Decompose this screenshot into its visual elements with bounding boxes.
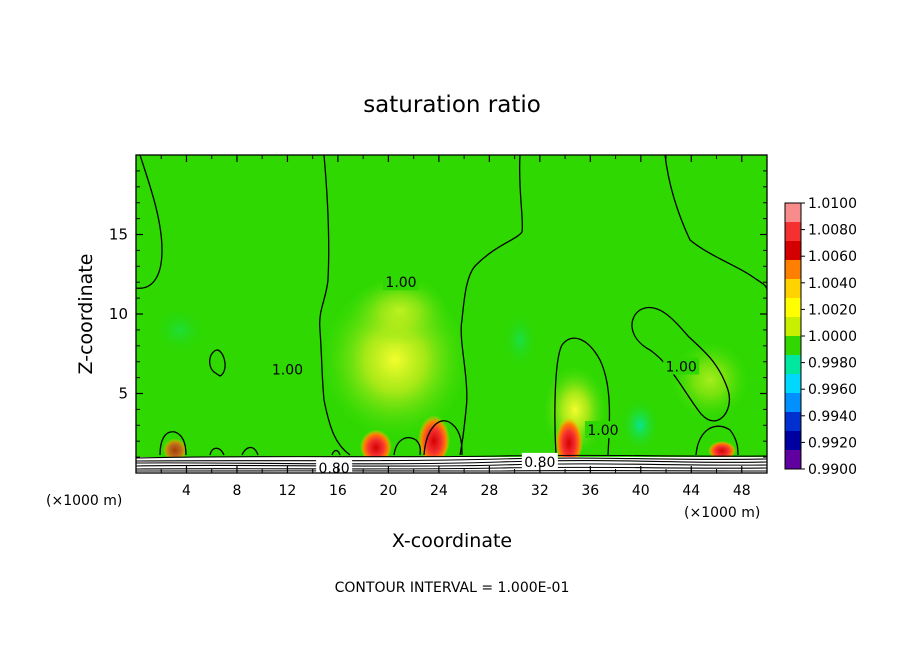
moist-patch (670, 340, 750, 420)
contour-label: 1.00 (383, 273, 420, 291)
x-tick-label: 44 (682, 483, 700, 499)
y-tick-label: 15 (109, 226, 128, 244)
colorbar-label: 0.9900 (808, 462, 857, 478)
contour-label: 1.00 (663, 357, 700, 375)
dry-patch (502, 310, 538, 370)
x-tick-label: 20 (379, 483, 397, 499)
contour-label-text: 1.00 (385, 275, 416, 291)
colorbar-swatch (785, 355, 801, 375)
colorbar-swatch (785, 431, 801, 451)
x-tick-label: 8 (232, 483, 241, 499)
surface-contours (136, 454, 767, 472)
colorbar-swatch (785, 336, 801, 356)
colorbar-label: 1.0100 (808, 196, 857, 212)
x-tick-label: 24 (430, 483, 448, 499)
x-unit-left: (×1000 m) (46, 493, 122, 509)
contour-label-text: 0.80 (319, 461, 350, 477)
x-axis-label: X-coordinate (392, 530, 512, 552)
colorbar-swatch (785, 317, 801, 337)
colorbar-label: 1.0060 (808, 249, 857, 265)
x-tick-label: 28 (480, 483, 498, 499)
contour-label-text: 0.80 (524, 455, 555, 471)
dry-patch (620, 397, 660, 453)
contour-label-bg (383, 273, 420, 291)
colorbar-swatch (785, 241, 801, 261)
hot-spot (708, 439, 736, 459)
x-tick-label: 36 (581, 483, 599, 499)
x-tick-label: 32 (531, 483, 549, 499)
colorbar-label: 1.0040 (808, 276, 857, 292)
colorbar-swatch (785, 279, 801, 299)
colorbar-swatch (785, 222, 801, 242)
x-axis: 4 8 12 16 20 24 28 32 36 40 44 48 (160, 155, 751, 499)
colorbar-label: 0.9940 (808, 409, 857, 425)
contour-label-bg (584, 421, 621, 439)
colorbar-label: 1.0020 (808, 302, 857, 318)
hot-spot (555, 412, 583, 464)
colorbar-label: 0.9960 (808, 382, 857, 398)
contour-lines-1.00 (136, 155, 767, 456)
contour-label-bg (521, 452, 558, 470)
moist-plume-upper (350, 275, 450, 345)
hot-spot (418, 410, 450, 462)
y-axis: 5 10 15 (109, 170, 767, 458)
x-tick-label: 4 (182, 483, 191, 499)
chart-title: saturation ratio (363, 92, 541, 118)
contour-label-bg (316, 459, 353, 477)
y-axis-label: Z-coordinate (75, 254, 97, 375)
contour-label-bg (663, 357, 700, 375)
colorbar-swatch (785, 393, 801, 413)
contour-label: 1.00 (269, 360, 306, 379)
colorbar-swatch (785, 203, 801, 223)
contour-label: 0.80 (316, 459, 353, 477)
contour-label-text: 1.00 (666, 359, 697, 375)
colorbar-label: 1.0000 (808, 329, 857, 345)
colorbar-label: 1.0080 (808, 223, 857, 239)
y-tick-label: 5 (118, 385, 128, 403)
x-tick-label: 12 (279, 483, 297, 499)
x-tick-label: 16 (329, 483, 347, 499)
hot-spot (163, 436, 187, 460)
contour-labels: 1.00 1.00 1.00 1.00 0.80 0.80 (269, 273, 700, 477)
contour-label: 1.00 (584, 421, 621, 439)
colorbar-label: 0.9980 (808, 356, 857, 372)
colorbar-swatch (785, 374, 801, 394)
colorbar-label: 0.9920 (808, 435, 857, 451)
plot-field (136, 155, 767, 473)
hot-spot (360, 426, 392, 462)
colorbar-swatch (785, 412, 801, 432)
colorbar: 1.0100 1.0080 1.0060 1.0040 1.0020 1.0000 0.99… (784, 196, 857, 478)
contour-label-bg (269, 360, 306, 378)
contour-label-text: 1.00 (587, 423, 618, 439)
contour-interval-note: CONTOUR INTERVAL = 1.000E-01 (335, 580, 570, 596)
contour-label: 0.80 (521, 452, 558, 471)
x-unit-right: (×1000 m) (684, 505, 760, 521)
x-tick-label: 40 (632, 483, 650, 499)
dry-patch (152, 305, 208, 355)
y-tick-label: 10 (109, 305, 128, 323)
colorbar-swatch (785, 260, 801, 280)
x-tick-label: 48 (733, 483, 751, 499)
contour-label-text: 1.00 (272, 363, 303, 379)
colorbar-swatch (785, 298, 801, 318)
colorbar-swatch (785, 450, 801, 470)
